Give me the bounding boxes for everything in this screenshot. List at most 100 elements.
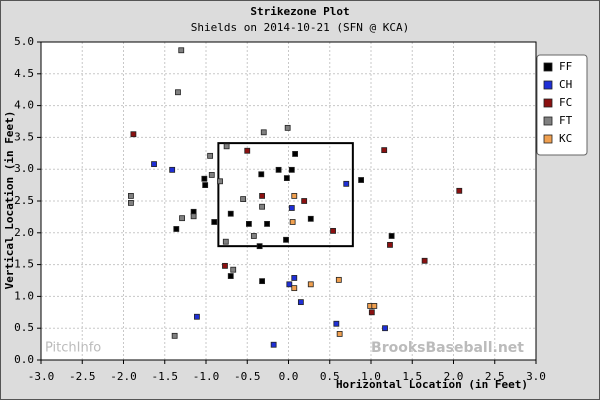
point bbox=[245, 220, 252, 227]
point bbox=[211, 219, 218, 225]
x-tick-label: -1.5 bbox=[152, 370, 179, 383]
y-tick-label: 2.0 bbox=[14, 226, 34, 239]
chart-subtitle: Shields on 2014-10-21 (SFN @ KCA) bbox=[191, 21, 410, 34]
point bbox=[222, 262, 228, 269]
x-tick-label: -2.0 bbox=[110, 370, 137, 383]
point bbox=[307, 281, 314, 288]
y-tick-label: 4.0 bbox=[14, 99, 34, 112]
legend-swatch bbox=[543, 98, 553, 108]
point bbox=[169, 166, 176, 173]
y-tick-label: 0.0 bbox=[14, 353, 34, 366]
x-tick-label: 0.5 bbox=[320, 370, 340, 383]
plot-frame bbox=[40, 41, 537, 361]
legend-label: KC bbox=[559, 132, 572, 145]
point bbox=[259, 193, 266, 199]
point bbox=[270, 341, 277, 348]
point bbox=[381, 147, 388, 154]
point bbox=[222, 238, 229, 245]
point bbox=[336, 331, 343, 337]
x-tick-label: 3.0 bbox=[526, 370, 546, 383]
point bbox=[291, 275, 298, 281]
point bbox=[259, 278, 266, 285]
point bbox=[333, 320, 340, 327]
legend-swatch bbox=[543, 134, 553, 144]
point bbox=[387, 241, 393, 248]
point bbox=[421, 257, 428, 264]
x-tick-label: 1.5 bbox=[402, 370, 422, 383]
legend-label: FF bbox=[559, 60, 572, 73]
point bbox=[307, 215, 314, 222]
legend bbox=[536, 54, 588, 156]
point bbox=[258, 171, 265, 178]
x-tick-label: 0.0 bbox=[279, 370, 299, 383]
y-tick-label: 2.5 bbox=[14, 194, 34, 207]
point bbox=[240, 196, 247, 202]
point bbox=[371, 303, 378, 309]
point bbox=[288, 205, 295, 211]
point bbox=[335, 276, 342, 283]
point bbox=[208, 172, 215, 178]
y-tick-label: 1.5 bbox=[14, 258, 34, 271]
point bbox=[297, 299, 304, 306]
y-tick-label: 3.0 bbox=[14, 162, 34, 175]
point bbox=[301, 198, 308, 204]
point bbox=[178, 47, 185, 54]
point bbox=[227, 273, 234, 279]
strike-zone bbox=[217, 142, 354, 248]
point bbox=[190, 213, 197, 220]
x-tick-label: -0.5 bbox=[234, 370, 261, 383]
legend-label: FC bbox=[559, 96, 572, 109]
watermark: BrooksBaseball.net bbox=[371, 340, 524, 356]
point bbox=[291, 285, 298, 292]
x-axis-label: Horizontal Location (in Feet) bbox=[336, 378, 528, 391]
y-tick-label: 5.0 bbox=[14, 35, 34, 48]
point bbox=[175, 89, 181, 96]
point bbox=[330, 227, 336, 234]
point bbox=[128, 200, 134, 206]
point bbox=[173, 226, 180, 232]
point bbox=[128, 193, 134, 199]
y-tick-label: 1.0 bbox=[14, 289, 34, 302]
legend-swatch bbox=[543, 62, 553, 72]
y-axis-label: Vertical Location (in Feet) bbox=[3, 111, 16, 290]
point bbox=[250, 233, 257, 239]
point bbox=[358, 177, 365, 183]
point bbox=[283, 175, 290, 182]
x-tick-label: 2.0 bbox=[444, 370, 464, 383]
point bbox=[264, 220, 270, 227]
x-tick-label: -2.5 bbox=[69, 370, 96, 383]
point bbox=[289, 219, 296, 225]
point bbox=[382, 325, 388, 332]
point bbox=[130, 131, 137, 138]
point bbox=[201, 175, 208, 182]
point bbox=[179, 215, 185, 222]
y-tick-label: 3.5 bbox=[14, 130, 34, 143]
legend-swatch bbox=[543, 116, 553, 126]
point bbox=[217, 178, 223, 185]
legend-label: CH bbox=[559, 78, 572, 91]
watermark: PitchInfo bbox=[45, 341, 101, 356]
point bbox=[388, 233, 395, 239]
x-tick-label: -1.0 bbox=[193, 370, 220, 383]
x-tick-label: 1.0 bbox=[361, 370, 381, 383]
legend-swatch bbox=[543, 80, 553, 90]
point bbox=[456, 187, 463, 194]
y-tick-label: 4.5 bbox=[14, 67, 34, 80]
point bbox=[244, 147, 251, 154]
y-tick-label: 0.5 bbox=[14, 321, 34, 334]
point bbox=[194, 313, 200, 320]
point bbox=[223, 143, 230, 150]
point bbox=[343, 180, 350, 187]
point bbox=[256, 243, 263, 250]
point bbox=[151, 161, 157, 168]
point bbox=[259, 203, 266, 210]
point bbox=[171, 332, 178, 339]
point bbox=[286, 281, 293, 288]
point bbox=[288, 166, 295, 173]
point bbox=[291, 193, 298, 199]
point bbox=[230, 266, 237, 273]
point bbox=[207, 152, 214, 159]
point bbox=[284, 124, 291, 131]
x-tick-label: 2.5 bbox=[485, 370, 505, 383]
